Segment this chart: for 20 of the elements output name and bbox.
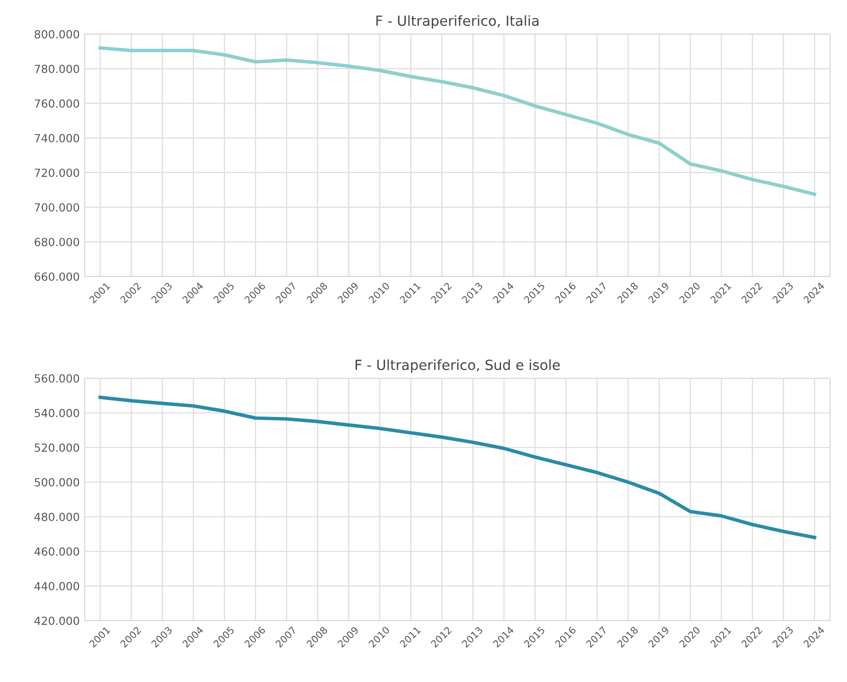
y-tick-label: 720.000 [34,168,80,177]
y-tick-label: 700.000 [34,203,80,212]
y-tick-label: 780.000 [34,64,80,74]
y-tick-label: 800.000 [34,30,80,38]
line-series [98,396,816,540]
y-tick-label: 500.000 [34,478,80,487]
y-tick-label: 520.000 [34,443,80,452]
y-tick-label: 680.000 [34,238,80,246]
y-tick-label: 440.000 [34,582,80,590]
chart-title: F - Ultraperiferico, Italia [376,15,538,29]
y-tick-label: 480.000 [34,512,80,522]
line-series [98,46,816,196]
y-tick-label: 420.000 [34,616,80,625]
y-tick-label: 560.000 [34,374,80,383]
y-tick-label: 460.000 [34,547,80,556]
y-tick-label: 740.000 [34,134,80,142]
chart-title: F - Ultraperiferico, Sud e isole [356,359,560,373]
y-tick-label: 760.000 [34,99,80,108]
y-tick-label: 540.000 [34,408,80,418]
y-tick-label: 660.000 [34,272,80,281]
